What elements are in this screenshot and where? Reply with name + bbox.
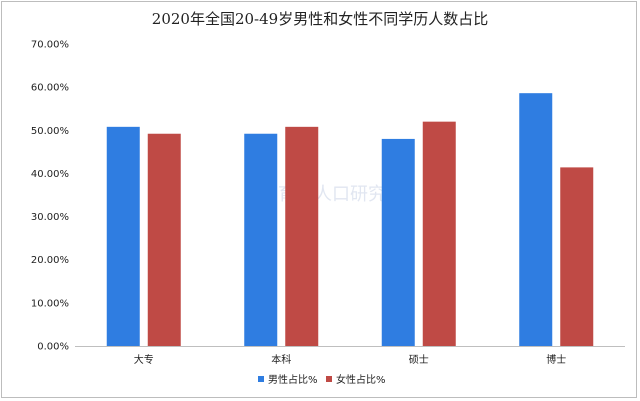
legend-swatch xyxy=(326,376,332,382)
y-tick-label: 30.00% xyxy=(31,212,69,223)
bar-male xyxy=(381,138,415,346)
bar-female xyxy=(147,133,181,346)
bars xyxy=(106,93,594,347)
y-tick-label: 0.00% xyxy=(37,342,69,353)
chart-title: 2020年全国20-49岁男性和女性不同学历人数占比 xyxy=(151,10,489,28)
bar-male xyxy=(106,126,140,346)
x-tick-label: 大专 xyxy=(134,353,154,366)
y-tick-label: 60.00% xyxy=(31,83,69,94)
bar-male xyxy=(244,133,278,346)
y-tick-label: 50.00% xyxy=(31,126,69,137)
legend-label: 女性占比% xyxy=(336,373,386,386)
bar-female xyxy=(560,167,594,346)
x-tick-label: 本科 xyxy=(271,353,291,366)
x-tick-label: 博士 xyxy=(546,353,566,366)
bar-female xyxy=(422,121,456,347)
y-tick-label: 20.00% xyxy=(31,255,69,266)
legend-label: 男性占比% xyxy=(268,373,318,386)
bar-female xyxy=(285,126,319,346)
y-tick-label: 70.00% xyxy=(31,40,69,51)
legend: 男性占比% 女性占比% xyxy=(258,373,386,386)
y-axis: 0.00% 10.00% 20.00% 30.00% 40.00% 50.00% 60.00… xyxy=(31,40,69,353)
legend-swatch xyxy=(258,376,264,382)
x-axis: 大专 本科 硕士 博士 xyxy=(75,346,625,366)
y-tick-label: 40.00% xyxy=(31,169,69,180)
bar-male xyxy=(519,93,553,346)
y-tick-label: 10.00% xyxy=(31,298,69,309)
x-tick-label: 硕士 xyxy=(409,353,429,366)
